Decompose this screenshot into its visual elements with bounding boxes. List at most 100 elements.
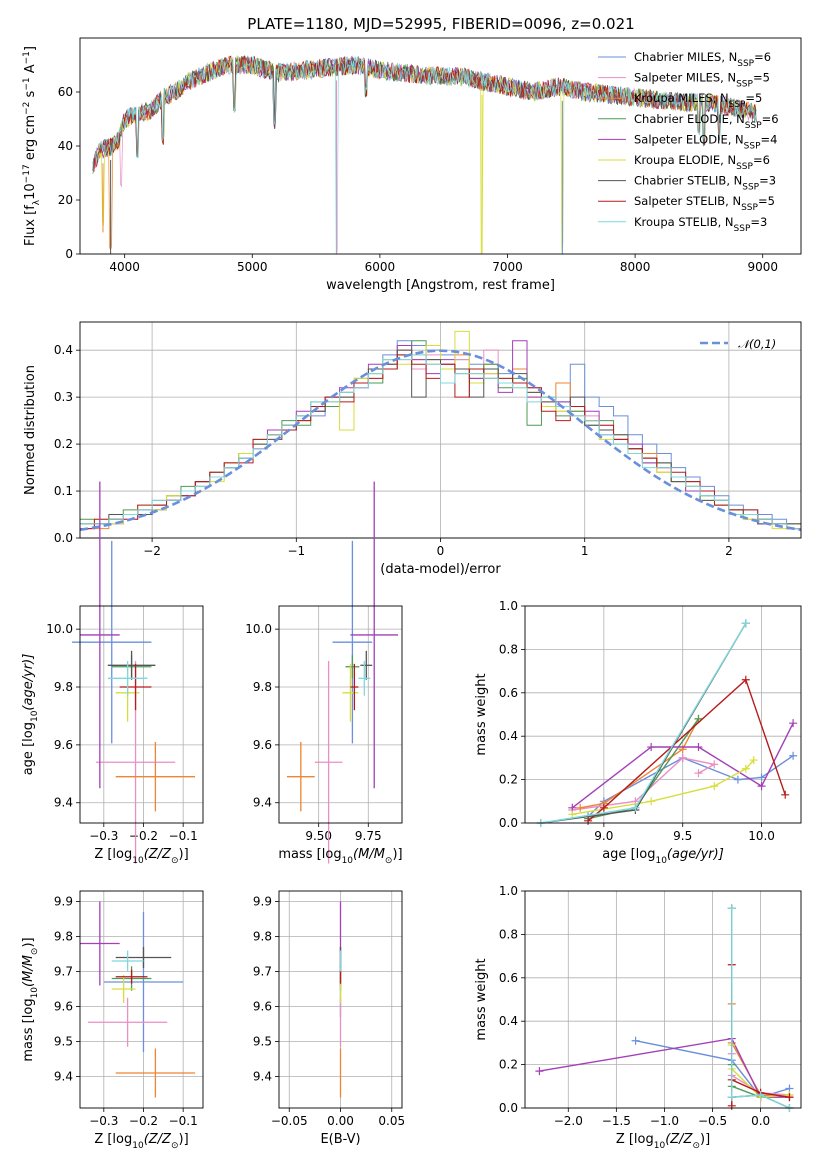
weight-marker [727, 1101, 736, 1110]
x-tick-label: 0 [437, 544, 445, 558]
weight-marker [789, 751, 798, 760]
y-tick-label: 9.4 [54, 1070, 73, 1084]
figure-title: PLATE=1180, MJD=52995, FIBERID=0096, z=0… [247, 15, 634, 33]
x-tick-label: 0.0 [751, 1114, 770, 1128]
mass-vs-Z-panel: −0.3 −0.2 −0.1 9.4 9.5 9.6 9.7 9.8 9.9 Z [log10(Z… [21, 890, 204, 1151]
x-axis-label: Z [log10(Z/Z⊙)] [94, 1132, 188, 1151]
weight-marker [576, 803, 585, 812]
x-tick-label: −2 [143, 544, 161, 558]
weight-marker [647, 743, 656, 752]
y-tick-label: 9.6 [54, 1000, 73, 1014]
y-tick-label: 0.3 [54, 390, 73, 404]
y-tick-label: 0.4 [54, 343, 73, 357]
y-tick-label: 0.8 [499, 642, 518, 656]
y-tick-label: 0.4 [499, 1014, 518, 1028]
y-tick-label: 10.0 [46, 622, 73, 636]
x-tick-label: 9000 [747, 260, 778, 274]
y-tick-label: 9.5 [54, 1035, 73, 1049]
errorbar-point [360, 650, 373, 680]
legend-label: Kroupa MILES, NSSP=5 [634, 91, 762, 110]
x-tick-label: 6000 [365, 260, 396, 274]
x-axis-label: (data-model)/error [380, 562, 501, 577]
x-tick-label: 9.50 [305, 829, 332, 843]
x-tick-label: −2.0 [554, 1114, 583, 1128]
y-tick-label: 0.1 [54, 484, 73, 498]
errorbar-point [111, 950, 144, 972]
errorbar-point [87, 997, 168, 1047]
mass-vs-ebv-panel: −0.05 0.00 0.05 9.4 9.5 9.6 9.7 9.8 9.9 E(B-V) [253, 890, 405, 1147]
x-axis-label: Z [log10(Z/Z⊙)] [94, 847, 188, 866]
weight-marker [647, 797, 656, 806]
axes-frame [278, 605, 403, 824]
axes-frame [278, 890, 403, 1109]
y-tick-label: 9.7 [253, 965, 272, 979]
y-tick-label: 9.4 [253, 1070, 272, 1084]
y-tick-label: 9.6 [253, 1000, 272, 1014]
weight-marker [568, 810, 577, 819]
y-tick-label: 0.2 [54, 437, 73, 451]
errorbar-point [107, 660, 148, 696]
weight-series [635, 1040, 790, 1099]
axes-frame [79, 37, 802, 255]
errorbar-point [80, 481, 120, 789]
weight-marker [694, 769, 703, 778]
spectrum-panel: 4000 5000 6000 7000 8000 9000 0 20 40 60 wavelengt… [22, 37, 802, 293]
weight-marker [785, 1093, 794, 1102]
weight-marker [694, 743, 703, 752]
y-axis-label: mass [log10(M/M⊙)] [21, 937, 40, 1061]
y-tick-label: 9.4 [253, 796, 272, 810]
weight-marker [733, 775, 742, 784]
y-tick-label: 20 [58, 193, 73, 207]
y-tick-label: 0.0 [499, 1101, 518, 1115]
x-tick-label: 9.75 [355, 829, 382, 843]
errorbar-point [80, 901, 120, 986]
legend-label: Chabrier MILES, NSSP=6 [634, 50, 771, 69]
y-tick-label: 40 [58, 139, 73, 153]
x-tick-label: 7000 [492, 260, 523, 274]
legend-label: Salpeter STELIB, NSSP=5 [634, 194, 775, 213]
errorbar-point [115, 947, 172, 968]
weight-marker [789, 719, 798, 728]
legend-label: Kroupa STELIB, NSSP=3 [634, 215, 767, 234]
y-tick-label: 0.4 [499, 729, 518, 743]
x-tick-label: −0.3 [89, 1114, 118, 1128]
axes-frame [524, 605, 802, 824]
x-tick-label: 1 [581, 544, 589, 558]
weight-marker [584, 816, 593, 825]
x-tick-label: 9.0 [594, 829, 613, 843]
weight-marker [599, 803, 608, 812]
weight-series [539, 1037, 790, 1098]
weight-series [731, 908, 790, 1109]
x-tick-label: −0.1 [169, 1114, 198, 1128]
errorbar-point [314, 660, 343, 864]
age-vs-mass-panel: 9.50 9.75 9.4 9.6 9.8 10.0 mass [log10(M/M⊙)] [245, 481, 403, 866]
errorbar-point [115, 741, 196, 812]
weight-marker [757, 782, 766, 791]
x-tick-label: 0.05 [378, 1114, 405, 1128]
y-tick-label: 0.0 [54, 531, 73, 545]
x-tick-label: −1.5 [602, 1114, 631, 1128]
weight-marker [741, 764, 750, 773]
y-tick-label: 9.6 [253, 738, 272, 752]
x-tick-label: −1.0 [650, 1114, 679, 1128]
histogram-series [80, 354, 801, 530]
weight-series [580, 718, 700, 809]
x-tick-label: −0.1 [169, 829, 198, 843]
weight-marker [535, 1067, 544, 1076]
y-axis-label: age [log10(age/yr)] [21, 654, 40, 776]
x-tick-label: −0.05 [271, 1114, 308, 1128]
legend-label: 𝒩(0,1) [738, 337, 776, 351]
weight-marker [678, 753, 687, 762]
errorbar-point [111, 975, 136, 1003]
weight-marker [741, 675, 750, 684]
y-tick-label: 9.7 [54, 965, 73, 979]
x-tick-label: 5000 [237, 260, 268, 274]
y-tick-label: 0.2 [499, 773, 518, 787]
x-axis-label: mass [log10(M/M⊙)] [278, 847, 402, 866]
weight-marker [631, 1036, 640, 1045]
gaussian-curve [79, 349, 802, 532]
x-axis-label: age [log10(age/yr)] [602, 847, 724, 866]
y-tick-label: 9.8 [54, 930, 73, 944]
legend-label: Salpeter ELODIE, NSSP=4 [634, 132, 777, 151]
y-tick-label: 9.4 [54, 796, 73, 810]
